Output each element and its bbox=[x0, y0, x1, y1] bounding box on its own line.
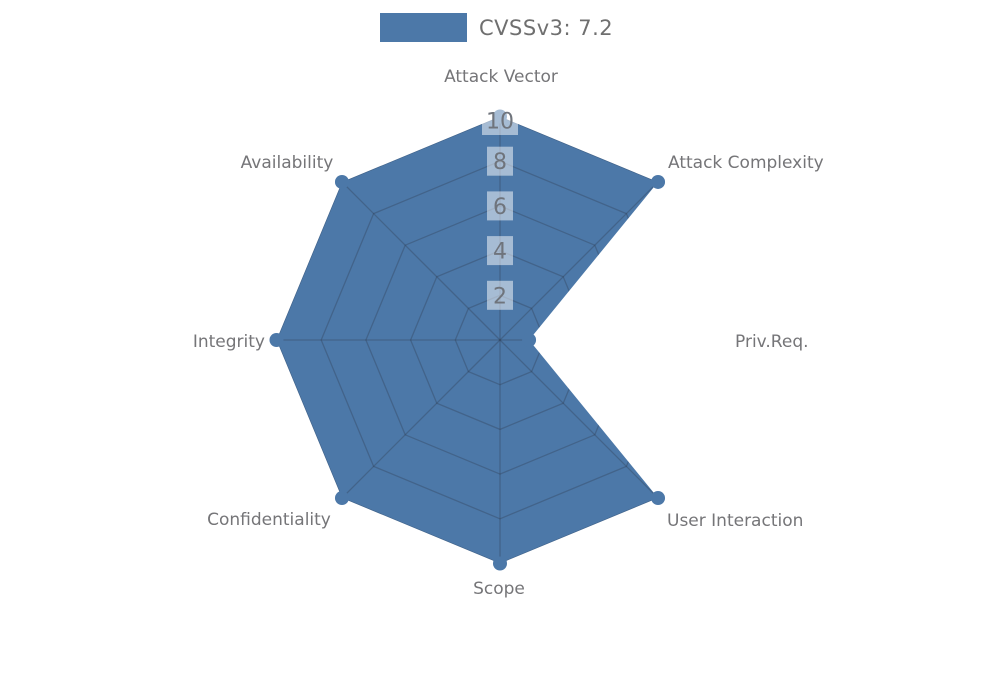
grid-spoke-3 bbox=[499, 339, 658, 499]
radial-tick-2: 2 bbox=[487, 280, 513, 310]
vertex-marker-4 bbox=[493, 556, 507, 571]
vertex-marker-1 bbox=[651, 174, 666, 189]
vertex-marker-2 bbox=[522, 333, 537, 347]
radial-tick-box bbox=[487, 146, 513, 176]
grid-spoke-1 bbox=[499, 181, 658, 341]
legend-label: CVSSv3: 7.2 bbox=[479, 15, 614, 40]
radial-tick-8: 8 bbox=[487, 146, 513, 176]
radial-tick-label: 8 bbox=[493, 150, 507, 175]
grid-spoke-5 bbox=[341, 339, 501, 499]
axis-label-attack-complexity: Attack Complexity bbox=[668, 153, 824, 173]
vertex-marker-3 bbox=[651, 491, 666, 506]
vertex-marker-6 bbox=[269, 333, 284, 347]
radial-tick-10: 10 bbox=[482, 106, 518, 135]
grid-ring-2 bbox=[454, 294, 546, 386]
grid-spoke-7 bbox=[341, 181, 501, 341]
vertex-marker-5 bbox=[334, 491, 349, 506]
axis-label-attack-vector: Attack Vector bbox=[444, 67, 558, 87]
axis-label-user-interaction: User Interaction bbox=[667, 511, 803, 531]
radial-tick-box bbox=[487, 236, 513, 266]
cvss-score-polygon bbox=[276, 116, 658, 564]
radial-tick-label: 10 bbox=[486, 110, 514, 135]
axis-label-availability: Availability bbox=[241, 153, 334, 173]
radial-tick-6: 6 bbox=[487, 191, 513, 221]
radial-tick-label: 2 bbox=[493, 284, 507, 309]
radial-tick-box bbox=[482, 106, 518, 135]
radial-tick-label: 6 bbox=[493, 195, 507, 220]
chart-legend: CVSSv3: 7.2 bbox=[380, 13, 613, 42]
radial-tick-4: 4 bbox=[487, 236, 513, 266]
axis-label-scope: Scope bbox=[473, 579, 525, 599]
axis-label-integrity: Integrity bbox=[193, 332, 265, 352]
radial-tick-box bbox=[487, 191, 513, 221]
radial-tick-box bbox=[487, 280, 513, 310]
axis-label-confidentiality: Confidentiality bbox=[207, 510, 331, 530]
axis-label-priv-req: Priv.Req. bbox=[735, 332, 809, 352]
vertex-marker-7 bbox=[334, 174, 349, 189]
radial-tick-label: 4 bbox=[493, 240, 507, 265]
legend-color-swatch bbox=[380, 13, 467, 42]
